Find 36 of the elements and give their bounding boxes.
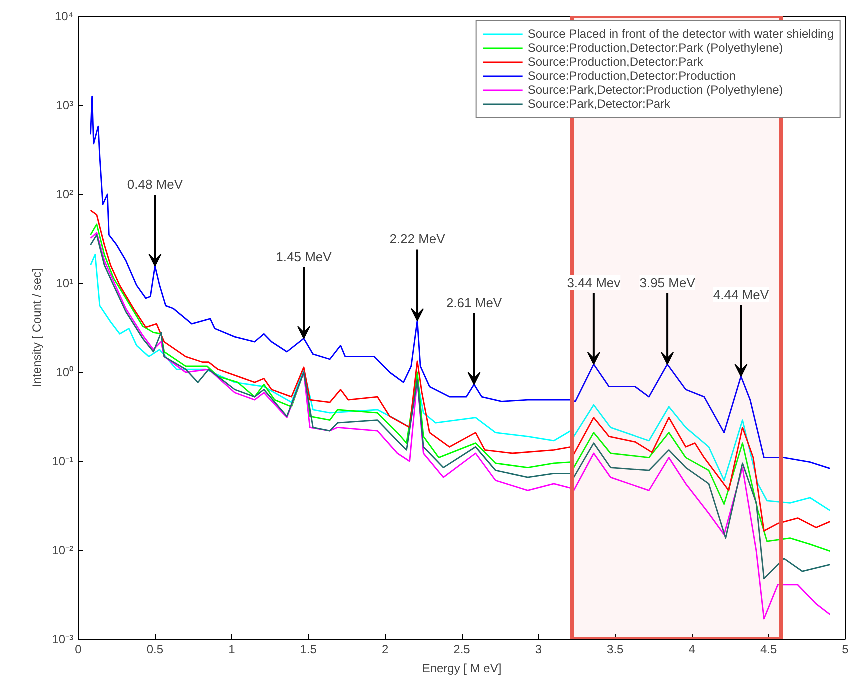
annotation: 3.95 MeV — [640, 275, 696, 290]
annotation: 2.61 MeV — [446, 295, 502, 310]
annotation: 0.48 MeV — [127, 177, 184, 192]
x-tick-label: 0.5 — [146, 642, 164, 656]
annotation: 2.22 MeV — [390, 232, 446, 247]
x-tick-label: 3.5 — [607, 642, 624, 656]
y-tick-label: 10⁻¹ — [52, 454, 74, 468]
y-tick-label: 10⁴ — [54, 10, 74, 24]
x-tick-label: 1 — [228, 642, 236, 656]
x-tick-label: 0 — [75, 642, 82, 656]
x-tick-label: 4 — [688, 642, 696, 656]
x-tick-label: 1.5 — [300, 642, 318, 656]
legend-label: Source Placed in front of the detector with water shielding — [528, 27, 834, 41]
line-series — [90, 96, 831, 470]
legend-label: Source:Park,Detector:Park — [528, 97, 671, 111]
legend-label: Source:Production,Detector:Park — [528, 55, 704, 69]
legend-label: Source:Production,Detector:Production — [528, 69, 736, 83]
legend-label: Source:Park,Detector:Production (Polyethylene) — [528, 83, 784, 97]
line-series — [90, 254, 831, 512]
y-tick-label: 10⁻³ — [52, 632, 74, 646]
x-tick-label: 2 — [382, 642, 389, 656]
x-tick-label: 3 — [535, 642, 542, 656]
x-tick-label: 4.5 — [760, 642, 778, 656]
annotation: 3.44 Mev — [567, 275, 622, 290]
y-axis-title: Intensity [ Count / sec] — [30, 268, 44, 388]
y-tick-label: 10² — [56, 188, 74, 202]
y-tick-label: 10⁻² — [52, 544, 74, 558]
annotation: 1.45 MeV — [276, 249, 332, 264]
y-tick-label: 10³ — [56, 98, 74, 112]
y-tick-label: 10⁰ — [56, 366, 74, 380]
x-tick-label: 2.5 — [454, 642, 471, 656]
y-tick-label: 10¹ — [56, 276, 74, 290]
legend-label: Source:Production,Detector:Park (Polyethylene) — [528, 41, 784, 55]
x-axis-title: Energy [ M eV] — [422, 662, 502, 676]
annotation: 4.44 MeV — [713, 287, 770, 302]
x-tick-label: 5 — [842, 642, 850, 656]
